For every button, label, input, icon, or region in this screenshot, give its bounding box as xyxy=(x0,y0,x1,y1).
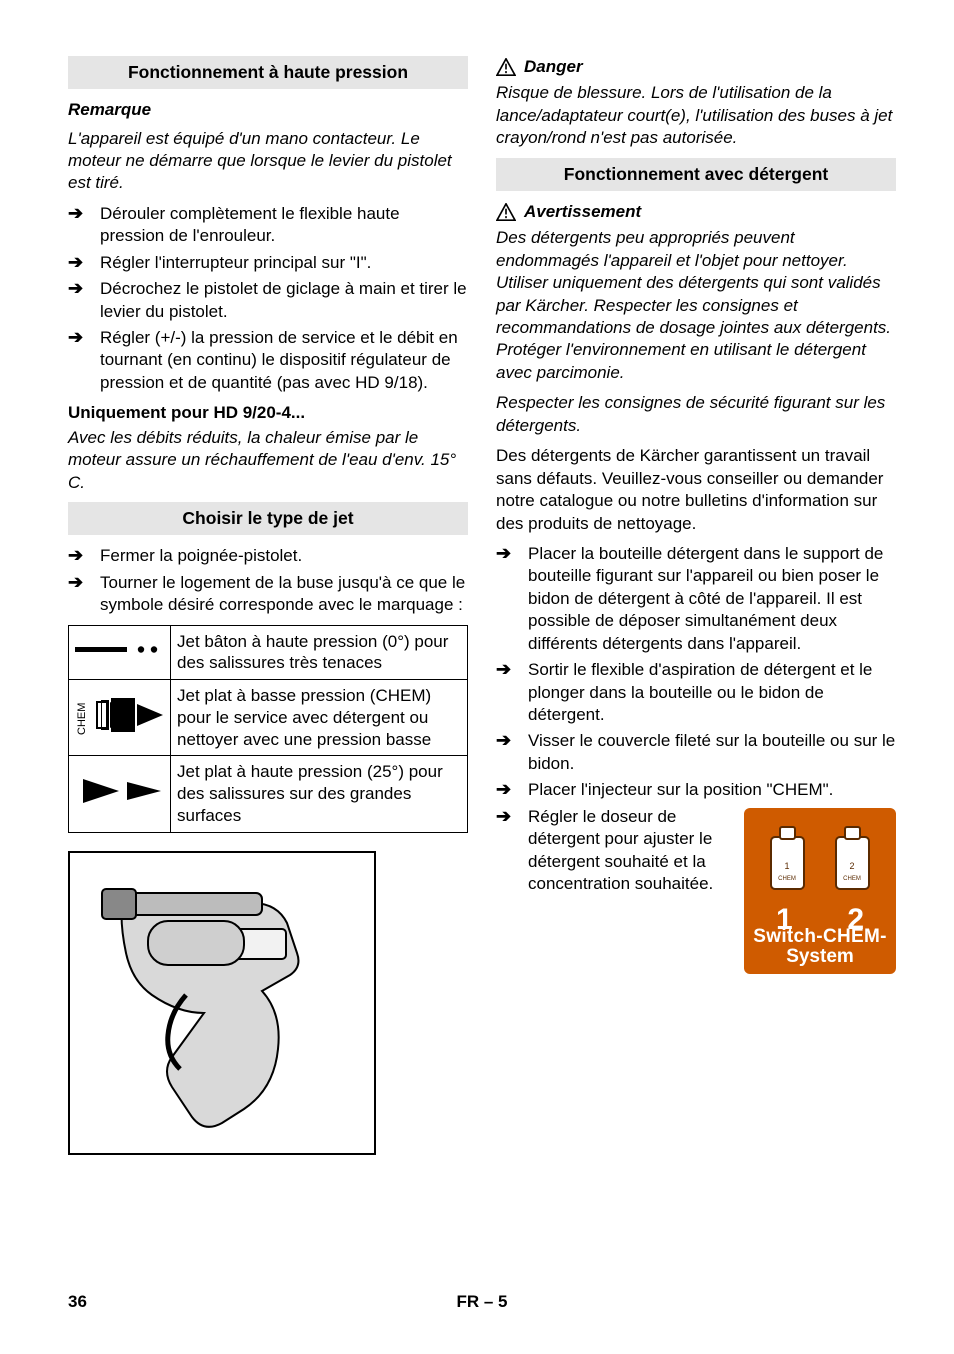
arrow-icon: ➔ xyxy=(68,327,100,349)
list-text: Sortir le flexible d'aspiration de déter… xyxy=(528,659,896,726)
arrow-icon: ➔ xyxy=(496,806,528,828)
remarque-text: L'appareil est équipé d'un mano contacte… xyxy=(68,128,468,195)
avert-text-2: Respecter les consignes de sécurité figu… xyxy=(496,392,896,437)
list-text: Placer l'injecteur sur la position "CHEM… xyxy=(528,779,896,801)
italic-note: Avec les débits réduits, la chaleur émis… xyxy=(68,427,468,494)
list-item: ➔ Régler l'interrupteur principal sur "I… xyxy=(68,252,468,274)
list-text-wrap: 1 CHEM 2 CHEM xyxy=(528,806,896,974)
bullet-list-2: ➔ Fermer la poignée-pistolet. ➔ Tourner … xyxy=(68,545,468,616)
list-item: ➔ Visser le couvercle fileté sur la bout… xyxy=(496,730,896,775)
list-text: Dérouler complètement le flexible haute … xyxy=(100,203,468,248)
list-text: Régler (+/-) la pression de service et l… xyxy=(100,327,468,394)
svg-text:2: 2 xyxy=(849,861,854,871)
list-item: ➔ Placer la bouteille détergent dans le … xyxy=(496,543,896,655)
warning-triangle-icon xyxy=(496,58,516,76)
section-heading-jet: Choisir le type de jet xyxy=(68,502,468,535)
list-item: ➔ Régler (+/-) la pression de service et… xyxy=(68,327,468,394)
list-text: Visser le couvercle fileté sur la boutei… xyxy=(528,730,896,775)
svg-text:1: 1 xyxy=(784,861,789,871)
footer-center: FR – 5 xyxy=(456,1292,507,1312)
arrow-icon: ➔ xyxy=(496,543,528,565)
section-heading-haute-pression: Fonctionnement à haute pression xyxy=(68,56,468,89)
bullet-list-1: ➔ Dérouler complètement le flexible haut… xyxy=(68,203,468,395)
danger-label: Danger xyxy=(524,56,583,78)
arrow-icon: ➔ xyxy=(496,730,528,752)
two-column-layout: Fonctionnement à haute pression Remarque… xyxy=(68,56,896,1155)
list-text: Décrochez le pistolet de giclage à main … xyxy=(100,278,468,323)
spray-gun-figure xyxy=(68,851,376,1155)
table-row: CHEM xyxy=(69,680,468,756)
switch-chem-label: Switch-CHEM- System xyxy=(744,927,896,967)
arrow-icon: ➔ xyxy=(68,545,100,567)
spray-desc: Jet plat à basse pression (CHEM) pour le… xyxy=(171,680,468,756)
footer-sub: – 5 xyxy=(484,1292,508,1311)
right-column: Danger Risque de blessure. Lors de l'uti… xyxy=(496,56,896,1155)
table-row: Jet plat à haute pression (25°) pour des… xyxy=(69,756,468,832)
spray-pattern-table: Jet bâton à haute pression (0°) pour des… xyxy=(68,625,468,833)
section-heading-detergent: Fonctionnement avec détergent xyxy=(496,158,896,191)
list-text: Tourner le logement de la buse jusqu'à c… xyxy=(100,572,468,617)
avert-label: Avertissement xyxy=(524,201,641,223)
svg-text:CHEM: CHEM xyxy=(76,702,88,734)
remarque-label: Remarque xyxy=(68,99,468,121)
warning-triangle-icon xyxy=(496,203,516,221)
switch-chem-figure: 1 CHEM 2 CHEM xyxy=(744,808,896,974)
detergent-paragraph: Des détergents de Kärcher garantissent u… xyxy=(496,445,896,535)
list-text: Fermer la poignée-pistolet. xyxy=(100,545,468,567)
danger-heading: Danger xyxy=(496,56,896,78)
bold-model-line: Uniquement pour HD 9/20-4... xyxy=(68,402,468,424)
list-item: ➔ Placer l'injecteur sur la position "CH… xyxy=(496,779,896,801)
last-bullet-text: Régler le doseur de détergent pour ajust… xyxy=(528,807,713,893)
page-footer: 36 FR – 5 xyxy=(68,1292,896,1312)
avert-text-1: Des détergents peu appropriés peuvent en… xyxy=(496,227,896,384)
arrow-icon: ➔ xyxy=(68,572,100,594)
spray-icon-chem: CHEM xyxy=(69,680,171,756)
list-item: ➔ Tourner le logement de la buse jusqu'à… xyxy=(68,572,468,617)
arrow-icon: ➔ xyxy=(68,278,100,300)
table-row: Jet bâton à haute pression (0°) pour des… xyxy=(69,625,468,680)
danger-text: Risque de blessure. Lors de l'utilisatio… xyxy=(496,82,896,149)
list-item: ➔ Sortir le flexible d'aspiration de dét… xyxy=(496,659,896,726)
arrow-icon: ➔ xyxy=(68,203,100,225)
spray-icon-0deg xyxy=(69,625,171,680)
list-item: ➔ Décrochez le pistolet de giclage à mai… xyxy=(68,278,468,323)
spray-desc: Jet bâton à haute pression (0°) pour des… xyxy=(171,625,468,680)
switch-line1: Switch-CHEM- xyxy=(744,927,896,947)
arrow-icon: ➔ xyxy=(68,252,100,274)
list-text: Régler l'interrupteur principal sur "I". xyxy=(100,252,468,274)
avert-heading: Avertissement xyxy=(496,201,896,223)
list-item-with-figure: ➔ 1 CHEM xyxy=(496,806,896,974)
switch-line2: System xyxy=(744,947,896,967)
svg-text:CHEM: CHEM xyxy=(843,876,861,882)
left-column: Fonctionnement à haute pression Remarque… xyxy=(68,56,468,1155)
spray-icon-25deg xyxy=(69,756,171,832)
footer-lang: FR xyxy=(456,1292,479,1311)
arrow-icon: ➔ xyxy=(496,659,528,681)
list-item: ➔ Dérouler complètement le flexible haut… xyxy=(68,203,468,248)
svg-text:CHEM: CHEM xyxy=(778,876,796,882)
page-number: 36 xyxy=(68,1292,87,1312)
bullet-list-3: ➔ Placer la bouteille détergent dans le … xyxy=(496,543,896,974)
list-text: Placer la bouteille détergent dans le su… xyxy=(528,543,896,655)
spray-desc: Jet plat à haute pression (25°) pour des… xyxy=(171,756,468,832)
arrow-icon: ➔ xyxy=(496,779,528,801)
list-item: ➔ Fermer la poignée-pistolet. xyxy=(68,545,468,567)
